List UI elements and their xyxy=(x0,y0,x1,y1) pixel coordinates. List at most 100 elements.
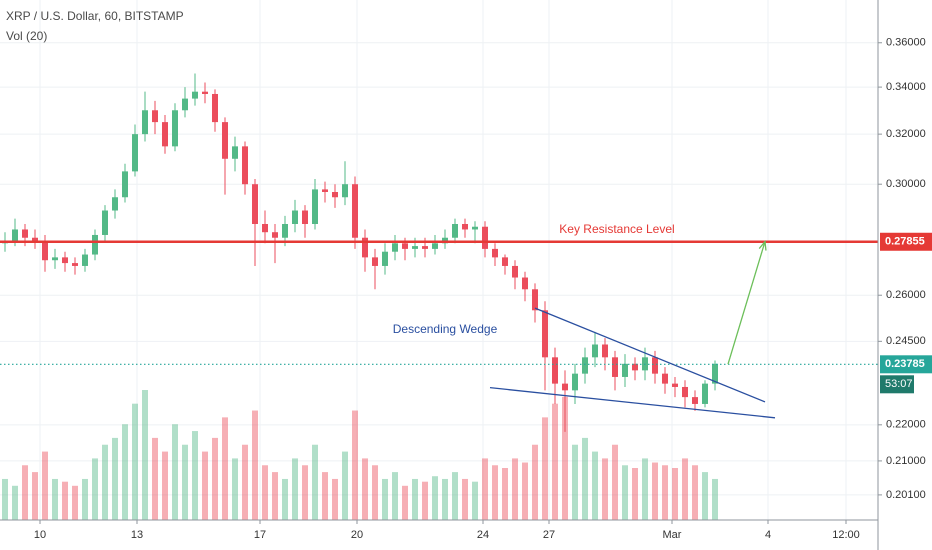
candle-body xyxy=(352,184,358,238)
candle-body xyxy=(72,263,78,266)
volume-bar xyxy=(672,468,678,520)
candle-body xyxy=(462,223,468,230)
x-tick-label: 24 xyxy=(477,529,489,541)
candle-body xyxy=(522,277,528,290)
volume-bar xyxy=(642,458,648,520)
volume-bar xyxy=(352,410,358,520)
volume-bar xyxy=(332,478,338,520)
volume-bar xyxy=(172,424,178,520)
candle-body xyxy=(42,240,48,261)
volume-bar xyxy=(302,465,308,520)
volume-bar xyxy=(252,410,258,520)
volume-bar xyxy=(462,478,468,520)
candle-body xyxy=(492,248,498,258)
x-tick-label: 4 xyxy=(765,529,771,541)
candle-body xyxy=(622,363,628,377)
candle-body xyxy=(372,257,378,266)
candle-body xyxy=(82,254,88,266)
candle-body xyxy=(422,246,428,249)
candle-body xyxy=(312,189,318,224)
trendline xyxy=(489,386,776,419)
candle-body xyxy=(402,243,408,249)
candle-body xyxy=(142,110,148,135)
volume-bar xyxy=(32,472,38,520)
volume-bar xyxy=(542,417,548,520)
y-tick-label: 0.22000 xyxy=(886,419,926,431)
volume-pane xyxy=(2,390,718,520)
volume-bar xyxy=(282,478,288,520)
volume-bar xyxy=(62,481,68,520)
candle-body xyxy=(632,363,638,371)
volume-bar xyxy=(102,444,108,520)
volume-bar xyxy=(572,444,578,520)
volume-bar xyxy=(632,468,638,520)
volume-bar xyxy=(602,458,608,520)
volume-bar xyxy=(612,444,618,520)
candle-body xyxy=(682,386,688,398)
candle-body xyxy=(162,122,168,147)
volume-bar xyxy=(522,462,528,520)
volume-bar xyxy=(482,458,488,520)
candle-body xyxy=(92,234,98,255)
candle-body xyxy=(512,265,518,278)
volume-label: Vol (20) xyxy=(6,29,47,43)
candles xyxy=(2,73,718,432)
volume-bar xyxy=(412,478,418,520)
chart-title: XRP / U.S. Dollar, 60, BITSTAMP xyxy=(6,9,184,23)
drawings xyxy=(0,240,878,419)
y-tick-label: 0.20100 xyxy=(886,489,926,501)
candle-body xyxy=(602,344,608,358)
volume-bar xyxy=(432,476,438,520)
volume-bar xyxy=(192,431,198,520)
x-tick-label: 17 xyxy=(254,529,266,541)
grid xyxy=(0,0,878,520)
candle-body xyxy=(112,197,118,211)
volume-bar xyxy=(52,478,58,520)
candle-body xyxy=(52,257,58,261)
countdown-label: 53:07 xyxy=(885,378,913,390)
volume-bar xyxy=(702,472,708,520)
volume-bar xyxy=(182,444,188,520)
axes: 0.36000 0.34000 0.32000 0.30000 0.26000 0.245… xyxy=(34,37,932,541)
volume-bar xyxy=(502,468,508,520)
candle-body xyxy=(132,134,138,172)
volume-bar xyxy=(582,437,588,520)
volume-bar xyxy=(82,478,88,520)
candle-body xyxy=(62,257,68,264)
y-tick-label: 0.36000 xyxy=(886,37,926,49)
trendline xyxy=(534,307,766,403)
candle-body xyxy=(412,246,418,249)
y-tick-label: 0.34000 xyxy=(886,81,926,93)
candle-body xyxy=(252,184,258,224)
volume-bar xyxy=(72,485,78,520)
candle-body xyxy=(542,310,548,358)
candle-body xyxy=(152,110,158,123)
candle-body xyxy=(122,171,128,198)
volume-bar xyxy=(492,465,498,520)
y-tick-label: 0.32000 xyxy=(886,128,926,140)
volume-bar xyxy=(222,417,228,520)
volume-bar xyxy=(212,437,218,520)
x-tick-label: Mar xyxy=(663,529,682,541)
volume-bar xyxy=(652,462,658,520)
volume-bar xyxy=(382,478,388,520)
candle-body xyxy=(322,189,328,193)
candle-body xyxy=(212,93,218,123)
volume-bar xyxy=(2,478,8,520)
candle-body xyxy=(472,226,478,230)
candle-body xyxy=(102,210,108,235)
volume-bar xyxy=(562,396,568,520)
arrow-head xyxy=(758,240,767,251)
candle-body xyxy=(532,289,538,311)
volume-bar xyxy=(552,403,558,520)
volume-bar xyxy=(472,481,478,520)
annotation: Key Resistance Level xyxy=(559,222,674,236)
volume-bar xyxy=(392,472,398,520)
candle-body xyxy=(232,146,238,159)
candle-body xyxy=(612,357,618,377)
annotation: Descending Wedge xyxy=(393,322,498,336)
price-tag-label: 0.23785 xyxy=(885,358,925,370)
volume-bar xyxy=(682,458,688,520)
